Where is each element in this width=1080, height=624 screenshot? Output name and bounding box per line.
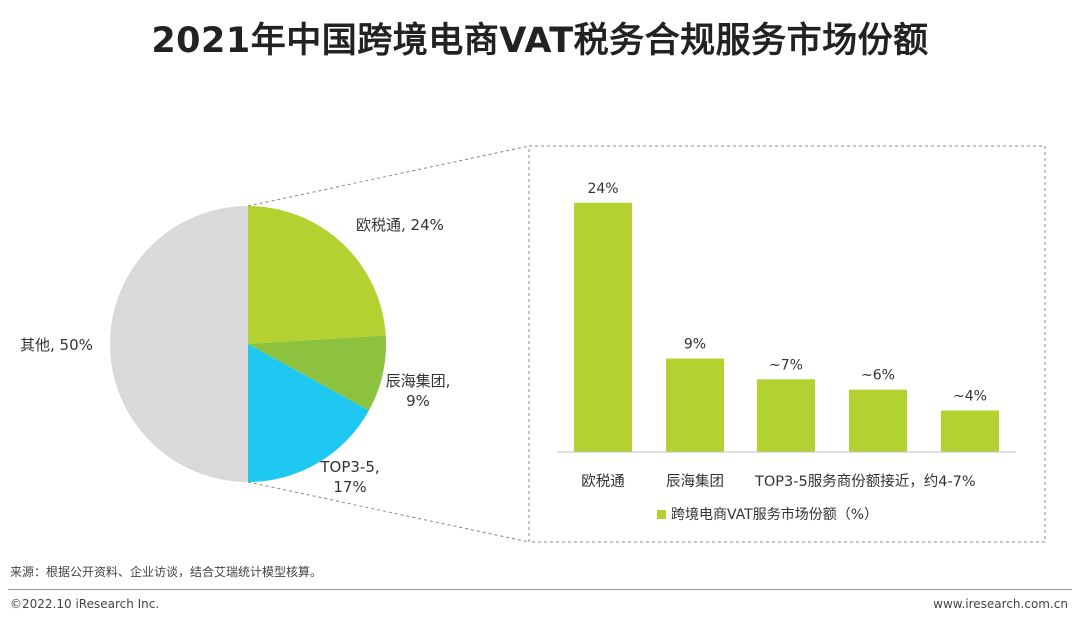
pie-slice-outaxtong-label: 欧税通, 24% [356,216,444,234]
pie-slice-other [110,206,248,482]
pie-slice-chenhai [248,335,386,411]
legend-swatch [657,510,666,519]
bar-value-label: 9% [684,337,706,353]
website-link[interactable]: www.iresearch.com.cn [933,597,1068,611]
page-title: 2021年中国跨境电商VAT税务合规服务市场份额 [151,21,929,61]
zoom-connector-bottom [247,481,530,543]
bar-2 [666,358,724,452]
bar-category-label: 欧税通 [581,473,625,490]
legend-label: 跨境电商VAT服务市场份额（%） [671,506,878,523]
bar-value-label: ~6% [861,368,895,384]
bar-value-label: 24% [587,181,618,197]
bar-3 [757,379,815,452]
zoom-connector-top [247,145,530,207]
bar-1 [574,202,632,452]
bar-chart-frame [528,145,1046,543]
bar-4 [849,389,907,452]
pie-slice-other-label: 其他, 50% [20,336,93,354]
pie-slice-top3-5 [248,344,369,482]
bar-chart: 24% 9% ~7% ~6% ~4% 欧税通 辰海集团 TOP3-5服务商份额接近，约4-7%… [557,181,1016,523]
source-note: 来源：根据公开资料、企业访谈，结合艾瑞统计模型核算。 [10,565,323,579]
bar-category-label: TOP3-5服务商份额接近，约4-7% [754,473,976,490]
bar-category-label: 辰海集团 [666,473,724,490]
pie-chart: 欧税通, 24% 辰海集团, 9% TOP3-5, 17% 其他, 50% [20,206,450,496]
pie-slice-top3-5-label: TOP3-5, 17% [319,458,379,496]
footer-divider [8,589,1072,590]
bar-value-label: ~4% [953,388,987,404]
bar-5 [941,410,999,452]
bar-value-label: ~7% [769,357,803,373]
pie-slice-chenhai-label: 辰海集团, 9% [386,372,451,410]
pie-slice-outaxtong [248,206,386,344]
copyright: ©2022.10 iResearch Inc. [10,597,160,611]
